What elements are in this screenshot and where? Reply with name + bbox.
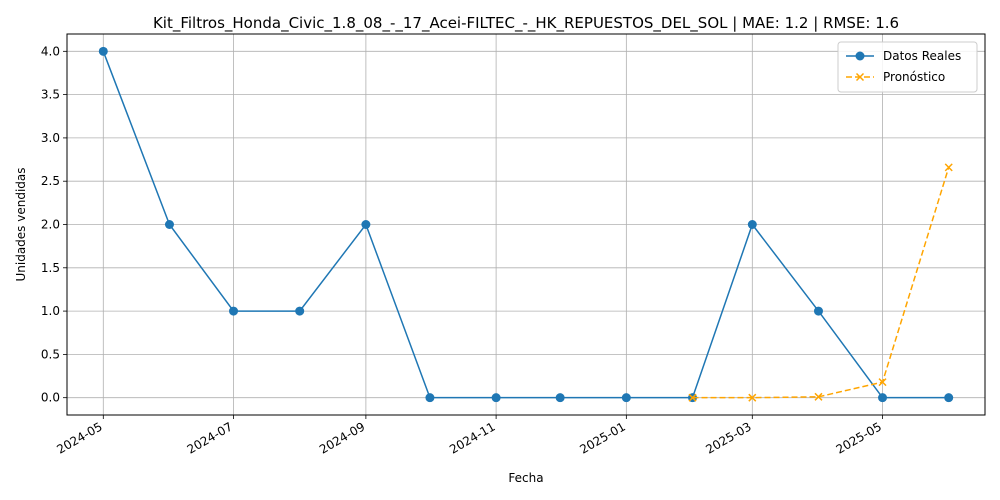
data-point — [813, 306, 823, 316]
data-point — [944, 163, 953, 172]
data-point — [688, 393, 697, 402]
legend-label: Pronóstico — [883, 70, 945, 84]
data-point — [747, 220, 757, 229]
data-point — [425, 393, 435, 403]
legend-marker — [855, 72, 865, 82]
y-axis-ticks: 0.0 0.5 1.0 1.5 2.0 2.5 3.0 3.5 4.0 — [41, 44, 67, 405]
y-tick-label: 2.0 — [41, 218, 60, 232]
marker-stroke — [944, 163, 953, 172]
data-point — [491, 393, 501, 403]
legend-marker — [855, 51, 865, 61]
data-point — [748, 393, 757, 402]
chart-title: Kit_Filtros_Honda_Civic_1.8_08_-_17_Acei… — [153, 14, 899, 33]
y-tick-label: 1.5 — [41, 261, 60, 275]
marker-stroke — [814, 392, 823, 401]
y-tick-label: 0.5 — [41, 347, 60, 361]
y-tick-label: 3.0 — [41, 131, 60, 145]
data-point — [621, 393, 631, 403]
series-line — [692, 167, 950, 399]
legend-box — [837, 41, 978, 93]
data-point — [361, 220, 371, 229]
data-point — [555, 393, 565, 403]
legend-item: Pronóstico — [846, 70, 945, 84]
x-axis-label: Fecha — [508, 471, 543, 485]
data-point — [878, 378, 887, 387]
legend: Datos Reales Pronóstico — [837, 41, 978, 93]
series-layer — [98, 46, 954, 403]
y-tick-label: 3.5 — [41, 88, 60, 102]
data-point — [814, 392, 823, 401]
legend-item: Datos Reales — [846, 49, 961, 63]
series-datos-reales — [98, 46, 954, 403]
legend-label: Datos Reales — [883, 49, 961, 63]
series-line — [102, 51, 949, 399]
data-point — [295, 306, 305, 316]
y-axis-label: Unidades vendidas — [14, 167, 28, 281]
y-tick-label: 4.0 — [41, 44, 60, 58]
data-point — [878, 393, 888, 403]
marker-stroke — [878, 378, 887, 387]
marker-stroke — [688, 393, 697, 402]
data-point — [944, 393, 954, 403]
y-tick-label: 1.0 — [41, 304, 60, 318]
y-tick-label: 0.0 — [41, 391, 60, 405]
data-point — [164, 220, 174, 229]
marker-stroke — [748, 393, 757, 402]
data-point — [98, 46, 108, 56]
series-pronostico — [688, 163, 953, 402]
data-point — [229, 306, 239, 316]
y-tick-label: 2.5 — [41, 174, 60, 188]
